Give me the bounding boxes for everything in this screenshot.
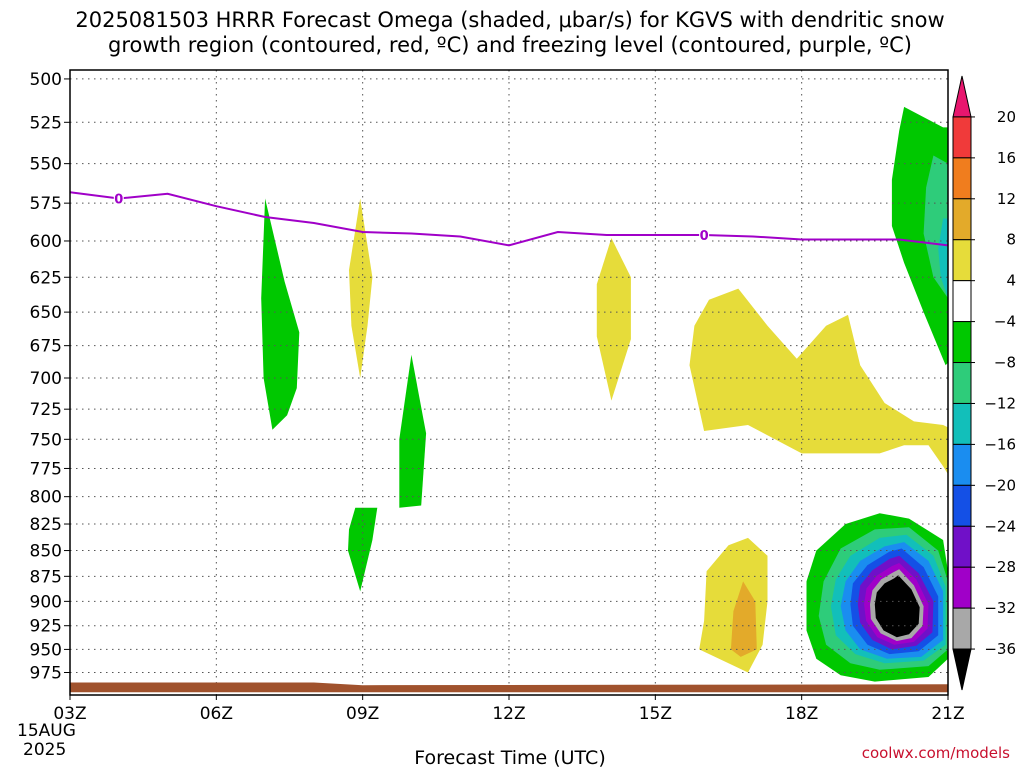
colorbar-swatch-2 — [952, 157, 972, 200]
colorbar-label-5: −4 — [994, 313, 1016, 331]
colorbar-label-2: 12 — [997, 190, 1016, 208]
y-tick-600: 600 — [30, 232, 62, 252]
y-tick-525: 525 — [30, 113, 62, 133]
colorbar-swatch-bottom — [952, 648, 972, 691]
colorbar-label-12: −32 — [984, 599, 1016, 617]
y-tick-625: 625 — [30, 268, 62, 288]
region-yellow-17z-low — [699, 537, 768, 673]
x-tick-15Z: 15Z — [639, 704, 672, 724]
region-green-plume-07z — [261, 198, 300, 430]
y-tick-950: 950 — [30, 640, 62, 660]
x-tick-12Z: 12Z — [492, 704, 525, 724]
colorbar: 20 16 12 8 4 −4 −8 −12 −16 −20 −24 −28 −32 −36 — [952, 75, 1016, 691]
freezing-label-1: 0 — [700, 229, 709, 244]
colorbar-label-1: 16 — [997, 149, 1016, 167]
colorbar-swatch-7 — [952, 362, 972, 404]
colorbar-swatch-top — [952, 75, 972, 118]
colorbar-label-7: −12 — [984, 394, 1016, 412]
region-cyan-20z-upper — [938, 218, 948, 299]
x-tick-21Z: 21Z — [931, 704, 964, 724]
x-axis: 03Z 06Z 09Z 12Z 15Z 18Z 21Z — [53, 695, 965, 724]
colorbar-label-3: 8 — [1006, 231, 1016, 249]
y-tick-575: 575 — [30, 194, 62, 214]
y-tick-650: 650 — [30, 303, 62, 323]
y-tick-850: 850 — [30, 542, 62, 562]
x-axis-label: Forecast Time (UTC) — [414, 747, 605, 768]
y-axis: 500 525 550 575 600 625 650 675 700 725 750 775 800 8… — [30, 70, 70, 683]
colorbar-label-13: −36 — [984, 640, 1016, 658]
colorbar-swatch-8 — [952, 402, 972, 445]
freezing-label-bg-0 — [113, 191, 124, 206]
x-tick-03Z: 03Z — [53, 704, 86, 724]
y-tick-750: 750 — [30, 430, 62, 450]
region-orange-17z — [730, 581, 757, 657]
x-tick-09Z: 09Z — [346, 704, 379, 724]
colorbar-label-6: −8 — [994, 354, 1016, 372]
y-tick-675: 675 — [30, 337, 62, 357]
colorbar-swatch-3 — [952, 198, 972, 241]
region-green-09z-low — [348, 507, 378, 592]
x-tick-06Z: 06Z — [200, 704, 233, 724]
freezing-level-path — [70, 191, 948, 247]
x-date-line2: 2025 — [23, 740, 66, 760]
x-date-line1: 15AUG — [17, 721, 76, 741]
colorbar-label-10: −24 — [984, 517, 1016, 535]
colorbar-swatch-1 — [952, 116, 972, 159]
chart-title-line2: growth region (contoured, red, ºC) and f… — [108, 33, 912, 57]
colorbar-swatch-9 — [952, 443, 972, 486]
chart-title-line1: 2025081503 HRRR Forecast Omega (shaded, … — [75, 8, 944, 32]
region-yellow-16-21z — [689, 288, 948, 475]
credit-text: coolwx.com/models — [862, 744, 1010, 762]
colorbar-swatch-4 — [952, 239, 972, 282]
y-tick-800: 800 — [30, 488, 62, 508]
colorbar-swatch-6 — [952, 321, 972, 364]
region-yellow-09z — [349, 198, 373, 378]
y-tick-725: 725 — [30, 400, 62, 420]
surface-band-shape — [70, 682, 948, 693]
colorbar-swatch-13 — [952, 607, 972, 650]
y-tick-825: 825 — [30, 515, 62, 535]
colorbar-label-8: −16 — [984, 435, 1016, 453]
colorbar-label-9: −20 — [984, 476, 1016, 494]
y-tick-875: 875 — [30, 567, 62, 587]
freezing-label-bg-1 — [699, 228, 710, 243]
freezing-label-0: 0 — [114, 193, 123, 208]
x-tick-18Z: 18Z — [785, 704, 818, 724]
colorbar-label-0: 20 — [997, 108, 1016, 126]
y-tick-700: 700 — [30, 369, 62, 389]
y-tick-975: 975 — [30, 663, 62, 683]
freezing-level-line: 00 — [70, 191, 948, 247]
region-green-10z — [399, 354, 427, 508]
region-core-black — [874, 575, 920, 638]
omega-regions — [261, 106, 948, 682]
colorbar-label-11: −28 — [984, 558, 1016, 576]
y-tick-900: 900 — [30, 592, 62, 612]
y-tick-500: 500 — [30, 70, 62, 90]
y-tick-550: 550 — [30, 155, 62, 175]
y-tick-925: 925 — [30, 617, 62, 637]
colorbar-swatch-5 — [952, 280, 972, 323]
surface-band — [70, 682, 948, 693]
colorbar-label-4: 4 — [1006, 272, 1016, 290]
region-yellow-14z — [596, 238, 631, 401]
y-tick-775: 775 — [30, 459, 62, 479]
colorbar-swatch-11 — [952, 525, 972, 568]
colorbar-swatch-10 — [952, 484, 972, 527]
colorbar-swatch-12 — [952, 566, 972, 609]
